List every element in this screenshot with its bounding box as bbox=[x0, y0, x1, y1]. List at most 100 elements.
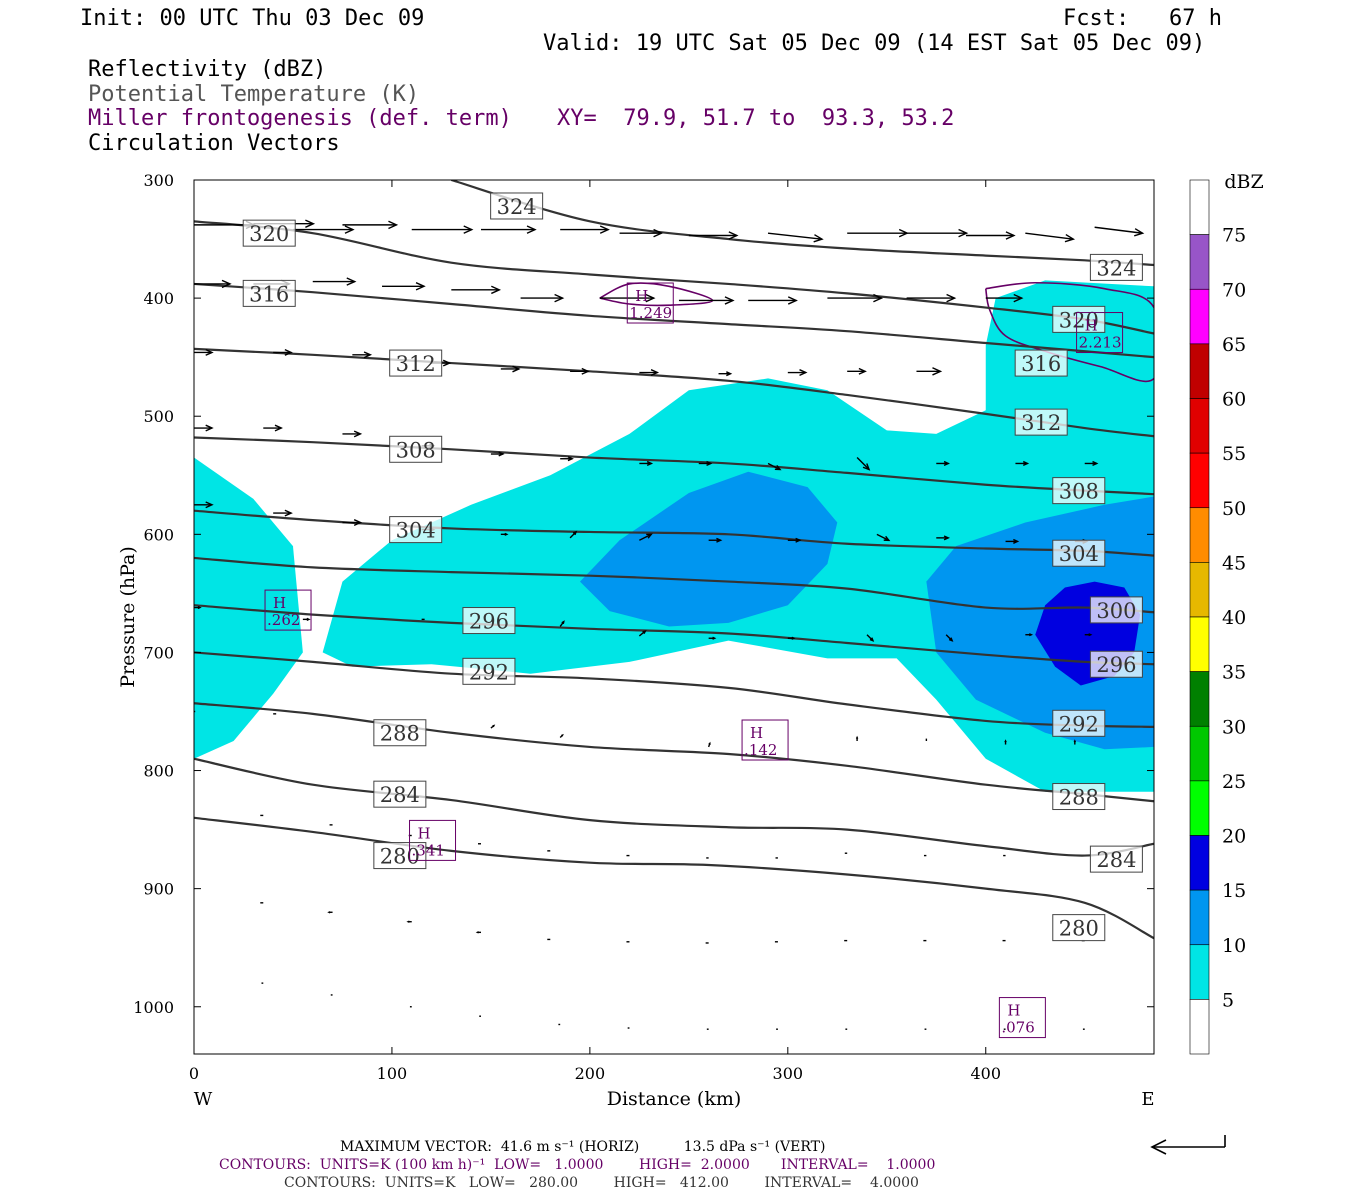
y-tick-label: 1000 bbox=[133, 998, 174, 1017]
y-tick-label: 400 bbox=[143, 289, 174, 308]
svg-text:296: 296 bbox=[1096, 653, 1136, 677]
field-potential-temperature: Potential Temperature (K) bbox=[88, 82, 420, 107]
colorbar-segment bbox=[1189, 507, 1210, 563]
svg-text:H: H bbox=[1085, 317, 1098, 335]
forecast-hour: Fcst: 67 h bbox=[1063, 6, 1222, 31]
colorbar-label: 75 bbox=[1222, 225, 1246, 247]
circulation-vector bbox=[688, 231, 739, 240]
circulation-vector bbox=[639, 460, 654, 466]
colorbar-label: 50 bbox=[1222, 498, 1246, 520]
svg-text:304: 304 bbox=[1059, 542, 1099, 566]
colorbar-title: dBZ bbox=[1224, 171, 1263, 193]
colorbar-segment bbox=[1189, 835, 1210, 891]
svg-text:304: 304 bbox=[396, 519, 436, 543]
circulation-vector bbox=[560, 225, 610, 234]
svg-text:300: 300 bbox=[1096, 599, 1136, 623]
circulation-vector bbox=[767, 462, 782, 471]
theta-label-312: 312 bbox=[1014, 408, 1068, 436]
y-tick-label: 600 bbox=[143, 525, 174, 544]
svg-text:296: 296 bbox=[469, 610, 509, 634]
frontogenesis-contour-0 bbox=[599, 282, 714, 307]
theta-label-288: 288 bbox=[1052, 783, 1106, 811]
circulation-vector bbox=[559, 620, 565, 627]
colorbar-label: 45 bbox=[1222, 552, 1246, 574]
svg-text:292: 292 bbox=[1059, 712, 1099, 736]
circulation-vector bbox=[767, 232, 824, 243]
circulation-vector bbox=[906, 228, 969, 238]
colorbar-label: 70 bbox=[1222, 279, 1246, 301]
circulation-vector bbox=[906, 293, 957, 303]
frontogenesis-max-label: H.262 bbox=[264, 589, 312, 631]
svg-text:292: 292 bbox=[469, 660, 509, 684]
y-tick-label: 800 bbox=[143, 762, 174, 781]
field-reflectivity: Reflectivity (dBZ) bbox=[88, 57, 327, 82]
circulation-vector bbox=[847, 367, 867, 375]
circulation-vector bbox=[490, 724, 496, 729]
theta-label-312: 312 bbox=[389, 349, 443, 377]
colorbar-label: 65 bbox=[1222, 334, 1246, 356]
svg-text:308: 308 bbox=[396, 438, 436, 462]
colorbar-label: 15 bbox=[1222, 880, 1246, 902]
frontogenesis-max-label: H.076 bbox=[998, 997, 1046, 1039]
frontogenesis-max-label: H.142 bbox=[741, 719, 789, 761]
circulation-vector bbox=[194, 348, 214, 356]
circulation-vector bbox=[985, 293, 1024, 303]
circulation-vector bbox=[876, 533, 891, 542]
theta-label-296: 296 bbox=[1089, 650, 1143, 678]
y-tick-label: 900 bbox=[143, 880, 174, 899]
circulation-vector bbox=[194, 279, 232, 289]
colorbar-segment bbox=[1189, 671, 1210, 727]
y-axis-label: Pressure (hPa) bbox=[117, 546, 139, 688]
cross-section-endpoints: XY= 79.9, 51.7 to 93.3, 53.2 bbox=[557, 106, 955, 131]
theta-label-316: 316 bbox=[1014, 349, 1068, 377]
theta-label-320: 320 bbox=[242, 219, 296, 247]
theta-label-280: 280 bbox=[373, 842, 427, 870]
theta-label-292: 292 bbox=[462, 657, 516, 685]
circulation-vector bbox=[916, 367, 943, 376]
theta-contour-300 bbox=[194, 556, 1154, 614]
circulation-vector bbox=[342, 519, 363, 526]
circulation-vector bbox=[639, 533, 653, 541]
circulation-vector bbox=[945, 634, 954, 642]
svg-text:312: 312 bbox=[396, 352, 436, 376]
circulation-vector bbox=[787, 537, 802, 543]
reference-vector-icon bbox=[1150, 1135, 1226, 1155]
colorbar-label: 10 bbox=[1222, 935, 1246, 957]
frontogenesis-contour-note: CONTOURS: UNITS=K (100 km h)⁻¹ LOW= 1.00… bbox=[219, 1157, 936, 1173]
colorbar-label: 20 bbox=[1222, 826, 1246, 848]
circulation-vector bbox=[787, 369, 808, 376]
circulation-vector bbox=[406, 920, 412, 923]
theta-contour-296 bbox=[194, 604, 1154, 666]
svg-text:2.213: 2.213 bbox=[1079, 334, 1122, 352]
theta-label-296: 296 bbox=[462, 607, 516, 635]
theta-contour-note: CONTOURS: UNITS=K LOW= 280.00 HIGH= 412.… bbox=[284, 1175, 919, 1191]
circulation-vector bbox=[748, 296, 798, 305]
init-time: Init: 00 UTC Thu 03 Dec 09 bbox=[80, 6, 425, 31]
theta-label-300: 300 bbox=[1089, 596, 1143, 624]
circulation-vector bbox=[273, 509, 293, 517]
circulation-vector bbox=[352, 351, 373, 359]
x-tick-label: 400 bbox=[970, 1064, 1001, 1083]
contour-label-layer: 280 280 284 284 288 288 292 292 296 296 300 304 304 3… bbox=[242, 192, 1143, 1039]
colorbar-label: 35 bbox=[1222, 662, 1246, 684]
colorbar-segment bbox=[1189, 999, 1210, 1055]
theta-label-304: 304 bbox=[1052, 539, 1106, 567]
circulation-vector bbox=[1084, 633, 1093, 637]
colorbar-segment bbox=[1189, 179, 1210, 235]
circulation-vector bbox=[708, 537, 723, 543]
svg-text:284: 284 bbox=[380, 783, 420, 807]
colorbar-segment bbox=[1189, 780, 1210, 836]
theta-label-284: 284 bbox=[1089, 845, 1143, 873]
circulation-vector bbox=[936, 460, 950, 466]
theta-label-308: 308 bbox=[389, 435, 443, 463]
theta-contour-320 bbox=[194, 220, 1154, 335]
svg-text:H: H bbox=[418, 824, 431, 842]
circulation-vector bbox=[273, 348, 293, 356]
svg-text:320: 320 bbox=[249, 222, 289, 246]
svg-text:H: H bbox=[750, 724, 763, 742]
x-tick-label: 300 bbox=[773, 1064, 804, 1083]
colorbar-segment bbox=[1189, 398, 1210, 454]
circulation-vector bbox=[1004, 739, 1007, 745]
theta-contour-layer bbox=[194, 180, 1154, 940]
